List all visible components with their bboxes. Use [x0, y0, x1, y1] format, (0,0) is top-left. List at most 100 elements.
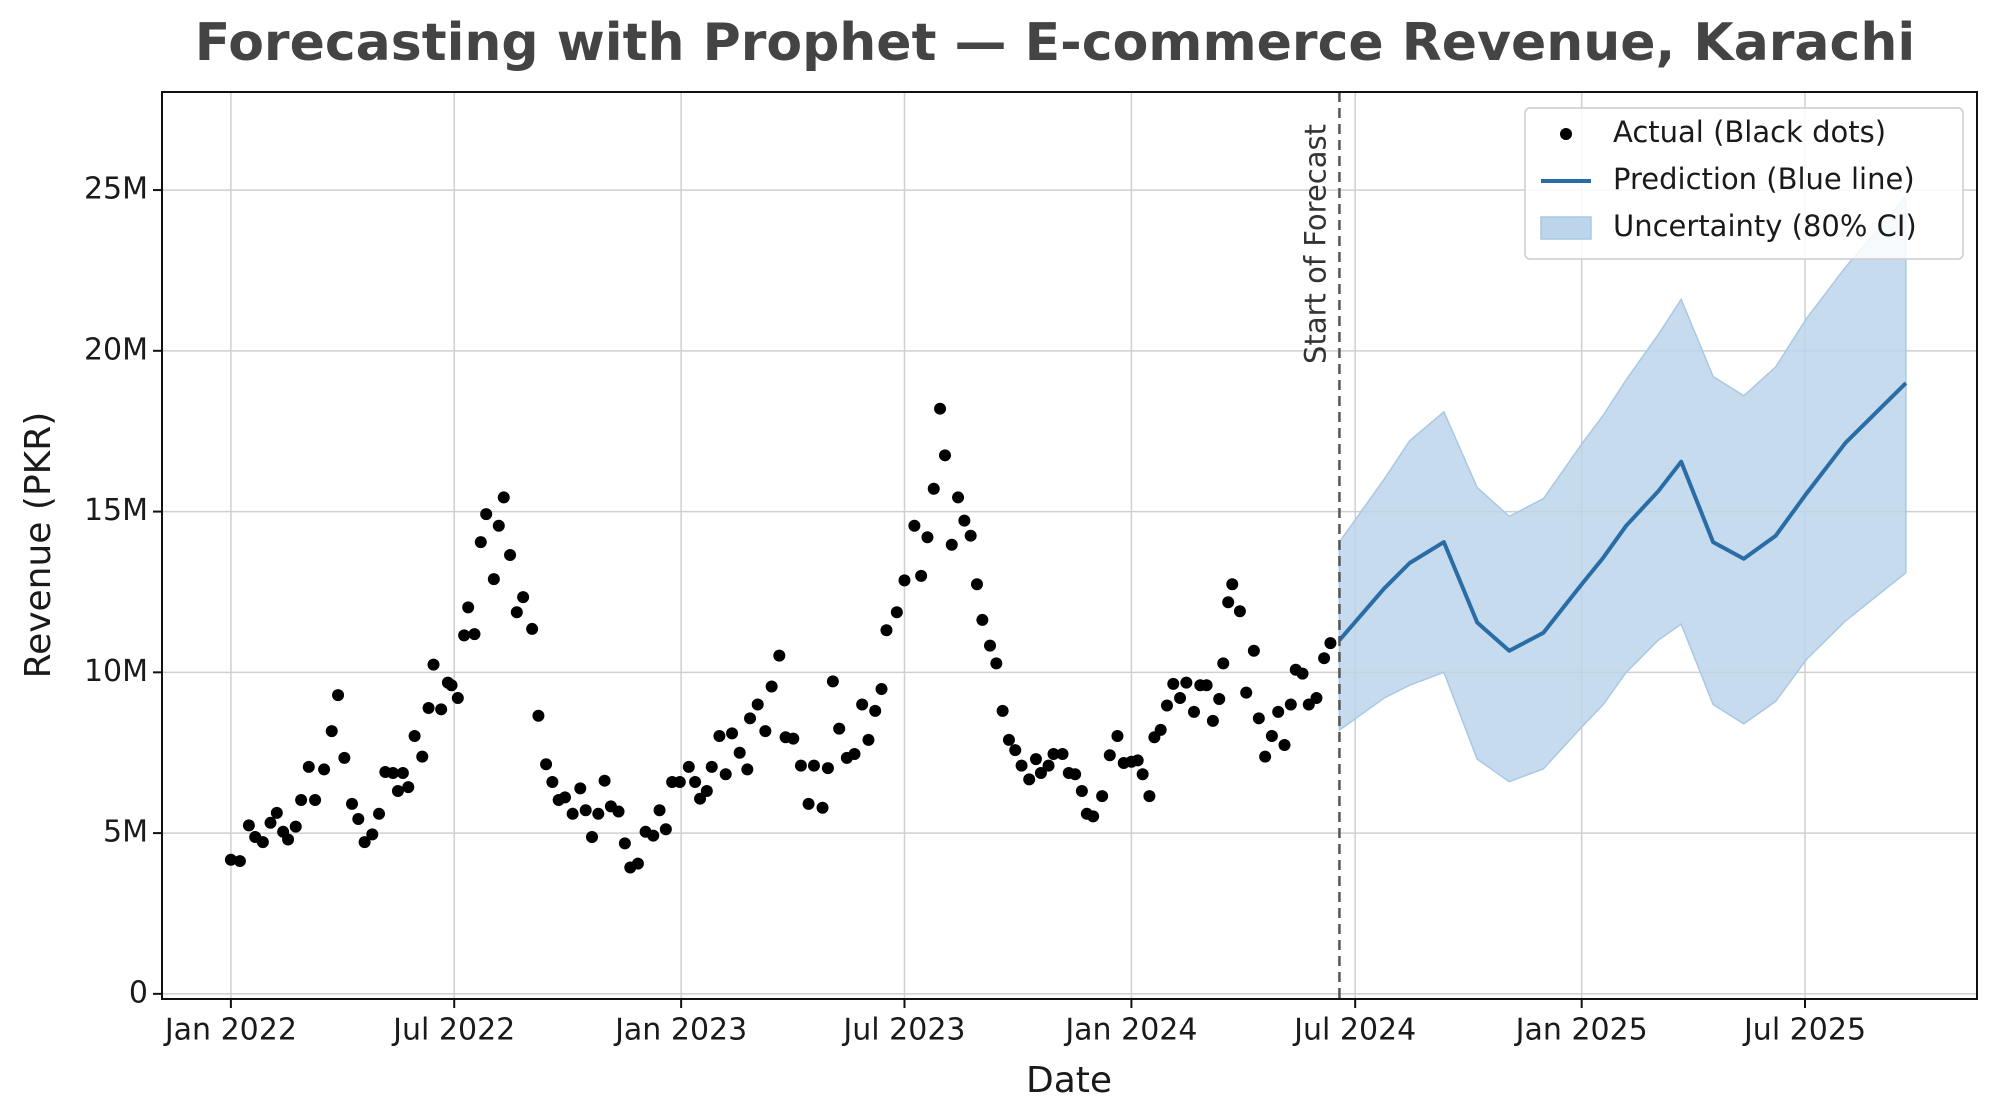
actual-point: [826, 675, 839, 688]
actual-point: [990, 657, 1003, 670]
actual-point: [295, 793, 308, 806]
actual-point: [759, 725, 772, 738]
actual-point: [427, 658, 440, 671]
actual-point: [352, 812, 365, 825]
actual-point: [468, 628, 481, 641]
x-tick-label: Jan 2025: [1514, 1013, 1648, 1048]
actual-point: [566, 807, 579, 820]
actual-point: [318, 763, 331, 776]
actual-point: [224, 853, 237, 866]
actual-point: [1187, 705, 1200, 718]
actual-point: [618, 837, 631, 850]
actual-point: [705, 760, 718, 773]
actual-point: [592, 807, 605, 820]
legend-label: Prediction (Blue line): [1613, 162, 1915, 196]
legend-label: Uncertainty (80% CI): [1613, 209, 1917, 243]
actual-point: [958, 514, 971, 527]
actual-point: [416, 750, 429, 763]
actual-point: [579, 804, 592, 817]
actual-point: [1259, 750, 1272, 763]
actual-point: [346, 797, 359, 810]
legend-marker: [1560, 128, 1572, 140]
actual-point: [373, 807, 386, 820]
actual-point: [492, 519, 505, 532]
actual-point: [386, 766, 399, 779]
actual-point: [1180, 676, 1193, 689]
actual-point: [807, 759, 820, 772]
actual-point: [1284, 698, 1297, 711]
actual-point: [659, 823, 672, 836]
actual-point: [1069, 768, 1082, 781]
y-tick-label: 10M: [84, 654, 148, 689]
actual-point: [1002, 733, 1015, 746]
actual-point: [869, 704, 882, 717]
actual-point: [504, 548, 517, 561]
actual-point: [1056, 748, 1069, 761]
actual-point: [964, 529, 977, 542]
actual-point: [366, 828, 379, 841]
actual-point: [1023, 773, 1036, 786]
actual-point: [391, 784, 404, 797]
actual-point: [325, 725, 338, 738]
actual-point: [1247, 644, 1260, 657]
actual-point: [1222, 596, 1235, 609]
actual-point: [487, 573, 500, 586]
actual-point: [1131, 754, 1144, 767]
actual-point: [451, 692, 464, 705]
actual-point: [526, 622, 539, 635]
actual-point: [1096, 790, 1109, 803]
actual-point: [700, 784, 713, 797]
actual-point: [1233, 605, 1246, 618]
x-tick-label: Jul 2023: [841, 1013, 965, 1048]
actual-point: [653, 804, 666, 817]
actual-point: [1167, 677, 1180, 690]
actual-point: [546, 775, 559, 788]
actual-point: [510, 606, 523, 619]
actual-point: [898, 574, 911, 587]
actual-point: [689, 775, 702, 788]
actual-point: [875, 683, 888, 696]
actual-point: [402, 781, 415, 794]
plot-area: Start of Forecast: [224, 92, 1908, 999]
actual-point: [1160, 699, 1173, 712]
actual-point: [952, 491, 965, 504]
actual-point: [1240, 686, 1253, 699]
actual-point: [1047, 748, 1060, 761]
actual-point: [309, 793, 322, 806]
legend-box: [1524, 107, 1964, 260]
actual-point: [1154, 723, 1167, 736]
actual-point: [744, 712, 757, 725]
actual-point: [751, 698, 764, 711]
actual-point: [1075, 784, 1088, 797]
y-tick-label: 25M: [84, 172, 148, 207]
actual-point: [821, 762, 834, 775]
actual-point: [1318, 652, 1331, 665]
uncertainty-band: [1338, 194, 1907, 783]
actual-point: [1265, 729, 1278, 742]
actual-point: [996, 704, 1009, 717]
actual-point: [1034, 766, 1047, 779]
legend-patch: [1540, 216, 1592, 240]
actual-point: [1009, 744, 1022, 757]
actual-point: [574, 782, 587, 795]
actual-point: [802, 797, 815, 810]
actual-point: [976, 613, 989, 626]
x-tick-label: Jul 2025: [1742, 1013, 1866, 1048]
actual-point: [833, 722, 846, 735]
actual-point: [474, 536, 487, 549]
actual-point: [673, 775, 686, 788]
actual-point: [422, 702, 435, 715]
legend: Actual (Black dots) Prediction (Blue line…: [1524, 107, 1964, 260]
actual-point: [694, 792, 707, 805]
actual-point: [358, 836, 371, 849]
actual-point: [890, 606, 903, 619]
actual-point: [1087, 810, 1100, 823]
actual-point: [773, 649, 786, 662]
actual-point: [256, 836, 269, 849]
actual-point: [915, 569, 928, 582]
actual-point: [1015, 759, 1028, 772]
x-tick-label: Jan 2022: [163, 1013, 297, 1048]
x-tick-label: Jul 2024: [1292, 1013, 1416, 1048]
actual-point: [908, 519, 921, 532]
